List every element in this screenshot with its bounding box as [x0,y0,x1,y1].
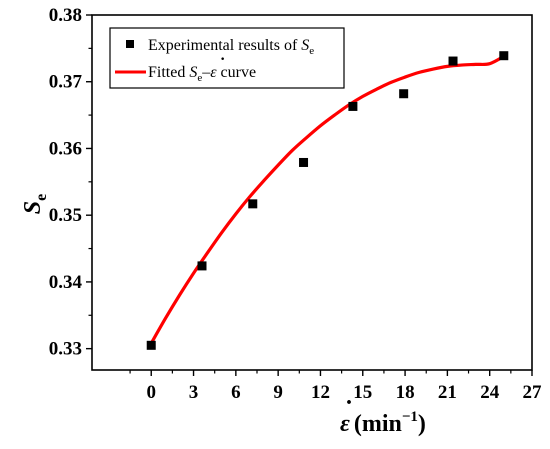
x-tick-label: 0 [146,382,156,403]
experimental-point [448,56,458,66]
y-tick-label: 0.36 [49,138,82,159]
experimental-point [248,199,258,209]
x-tick-label: 27 [523,382,543,403]
fitted-curve-line [149,54,506,345]
legend-box [109,27,345,89]
experimental-point [146,340,156,350]
y-tick-label: 0.37 [49,72,83,93]
y-tick-label: 0.38 [49,5,82,26]
y-tick-label: 0.33 [49,339,82,360]
x-tick-label: 12 [311,382,330,403]
x-tick-label: 24 [480,382,500,403]
experimental-point [299,157,309,167]
x-tick-label: 18 [396,382,415,403]
y-axis: 0.33 0.34 0.35 0.36 0.37 0.38 [49,5,92,360]
plot-border [91,14,533,371]
legend-marker-square [126,40,134,48]
x-tick-label: 15 [353,382,372,403]
legend-label-fitted: Fitted Se–ε curve [148,64,256,84]
legend-dot-accent: · [220,51,225,68]
legend: Experimental results of Se Fitted Se–ε cu… [109,27,345,89]
legend-label-experimental: Experimental results of Se [148,37,314,57]
x-tick-label: 21 [438,382,457,403]
experimental-point [399,89,409,99]
experimental-point [499,51,509,61]
x-tick-label: 3 [189,382,199,403]
x-axis-title: ε (min−1) [340,409,426,437]
x-tick-label: 9 [273,382,283,403]
experimental-point [348,101,358,111]
fitted-curve-layer [149,54,506,345]
axis-titles: ε (min−1)· Se [20,194,426,437]
x-axis: 0 3 6 9 12 15 18 21 24 27 [129,370,543,403]
experimental-point [197,261,207,271]
experimental-points-layer [146,51,509,350]
y-tick-label: 0.34 [49,272,83,293]
x-tick-label: 6 [231,382,241,403]
x-axis-title-dot: · [345,390,353,416]
y-axis-title: Se [20,194,50,214]
plot-frame [91,14,533,371]
y-tick-label: 0.35 [49,205,82,226]
